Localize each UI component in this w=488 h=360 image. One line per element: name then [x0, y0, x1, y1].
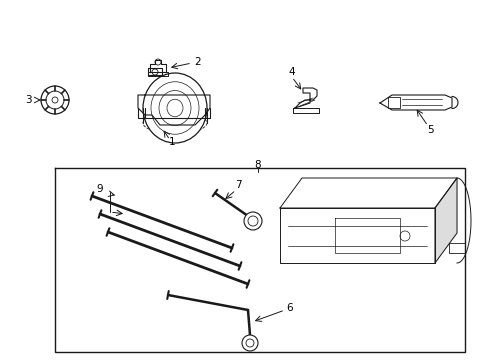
Text: 9: 9 — [97, 184, 103, 194]
Text: 8: 8 — [254, 160, 261, 170]
Polygon shape — [138, 95, 209, 125]
Polygon shape — [434, 178, 456, 263]
Ellipse shape — [142, 73, 206, 143]
Text: 2: 2 — [194, 57, 201, 67]
Circle shape — [242, 335, 258, 351]
Circle shape — [41, 86, 69, 114]
Text: 4: 4 — [288, 67, 295, 77]
Text: 6: 6 — [286, 303, 293, 313]
Text: 3: 3 — [24, 95, 31, 105]
Text: 1: 1 — [168, 137, 175, 147]
Polygon shape — [379, 95, 451, 110]
Polygon shape — [280, 178, 456, 208]
Polygon shape — [280, 208, 434, 263]
Text: 5: 5 — [426, 125, 432, 135]
Circle shape — [244, 212, 262, 230]
Text: 7: 7 — [234, 180, 241, 190]
